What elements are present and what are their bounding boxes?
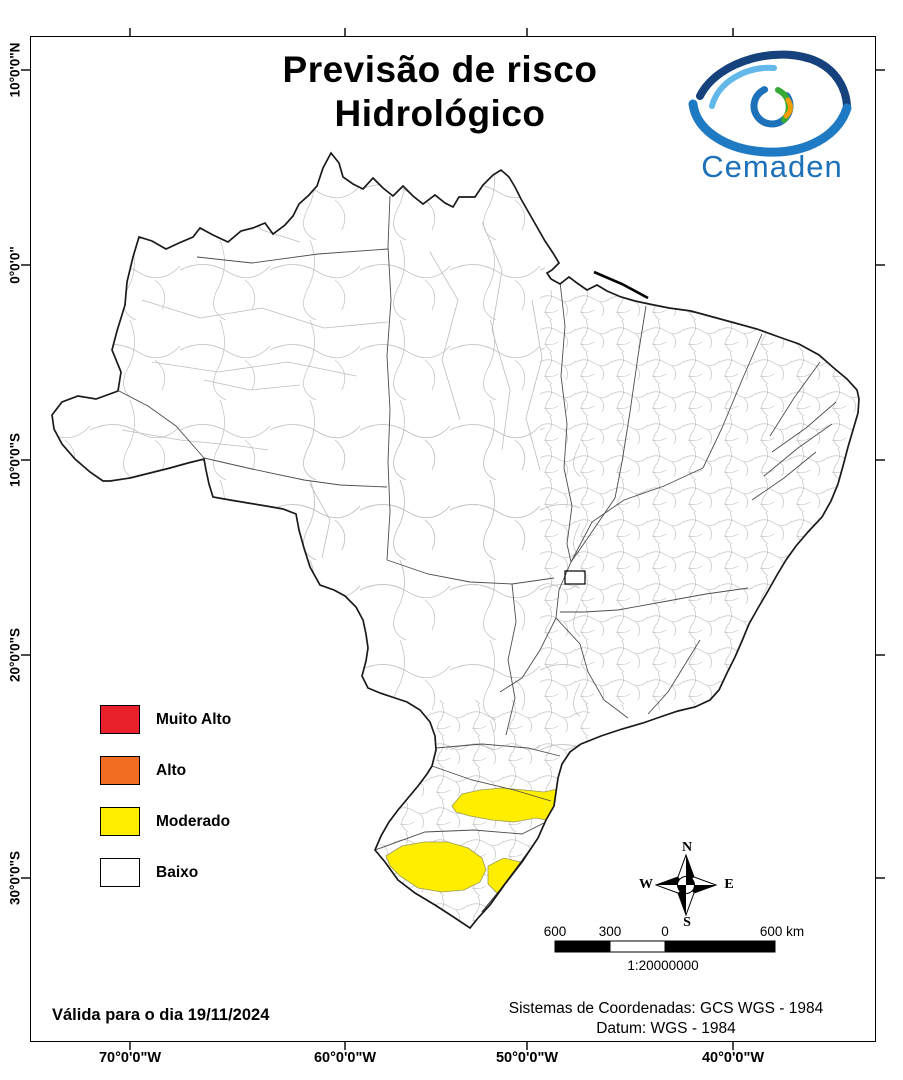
cemaden-logo-icon xyxy=(688,50,852,157)
lon-label: 40°0'0"W xyxy=(701,1050,765,1066)
legend-label: Muito Alto xyxy=(156,710,232,728)
legend-item: Alto xyxy=(100,756,186,785)
lat-label: 10°0'0"N xyxy=(7,42,23,98)
risk-region-moderado-west xyxy=(385,841,487,893)
graticule-ticks xyxy=(21,28,885,1050)
scale-bar xyxy=(554,940,776,953)
legend-swatch-alto xyxy=(100,756,140,785)
legend-item: Muito Alto xyxy=(100,705,231,734)
compass-letter-west: W xyxy=(639,877,653,892)
municipal-boundaries xyxy=(121,201,543,559)
legend-swatch-baixo xyxy=(100,858,140,887)
risk-region-moderado-south xyxy=(487,857,529,897)
compass-letter-east: E xyxy=(724,877,734,892)
lon-label: 70°0'0"W xyxy=(98,1050,162,1066)
compass-rose xyxy=(654,853,718,917)
scale-label: 300 xyxy=(598,924,622,939)
coordinate-system-line-2: Datum: WGS - 1984 xyxy=(596,1020,736,1038)
map-frame xyxy=(30,36,876,1042)
legend-swatch-moderado xyxy=(100,807,140,836)
distrito-federal-outline xyxy=(564,570,586,585)
compass-letter-south: S xyxy=(683,915,691,930)
scale-label: 0 xyxy=(661,924,669,939)
legend-label: Moderado xyxy=(156,812,231,830)
page-title-line-2: Hidrológico xyxy=(334,92,546,134)
compass-letter-north: N xyxy=(681,840,693,855)
scale-label: 600 xyxy=(543,924,567,939)
page-title-line-1: Previsão de risco xyxy=(282,49,598,90)
scale-ratio: 1:20000000 xyxy=(627,958,699,973)
state-boundaries xyxy=(118,195,837,851)
lon-label: 50°0'0"W xyxy=(495,1050,559,1066)
lat-label: 30°0'0"S xyxy=(7,850,23,906)
coordinate-system-line-1: Sistemas de Coordenadas: GCS WGS - 1984 xyxy=(508,1000,824,1017)
legend-item: Baixo xyxy=(100,858,198,887)
lat-label: 10°0'0"S xyxy=(7,432,23,488)
coast-detail xyxy=(593,270,649,300)
page-title: Previsão de risco Hidrológico xyxy=(180,48,700,135)
legend-label: Alto xyxy=(156,761,187,779)
logo-wordmark: Cemaden xyxy=(701,149,843,184)
legend-swatch-muito-alto xyxy=(100,705,140,734)
coordinate-system-note: Sistemas de Coordenadas: GCS WGS - 1984 … xyxy=(460,999,872,1040)
legend-label: Baixo xyxy=(156,863,199,881)
lat-label: 20°0'0"S xyxy=(7,627,23,683)
lon-label: 60°0'0"W xyxy=(313,1050,377,1066)
legend-item: Moderado xyxy=(100,807,230,836)
lat-label: 0°0'0" xyxy=(7,246,23,284)
scale-label: 600 km xyxy=(759,924,805,939)
validity-note: Válida para o dia 19/11/2024 xyxy=(52,1006,270,1024)
